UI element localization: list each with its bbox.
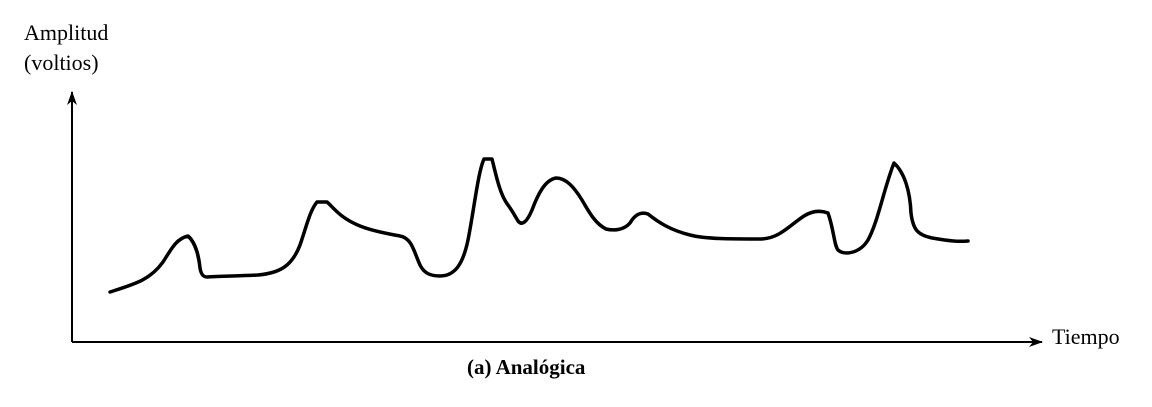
figure-caption: (a) Analógica [467, 355, 586, 379]
analog-signal-curve [108, 157, 970, 294]
y-axis-unit-label: (voltios) [24, 50, 99, 75]
x-axis-label: Tiempo [1052, 324, 1120, 349]
y-axis-label: Amplitud [24, 20, 109, 45]
